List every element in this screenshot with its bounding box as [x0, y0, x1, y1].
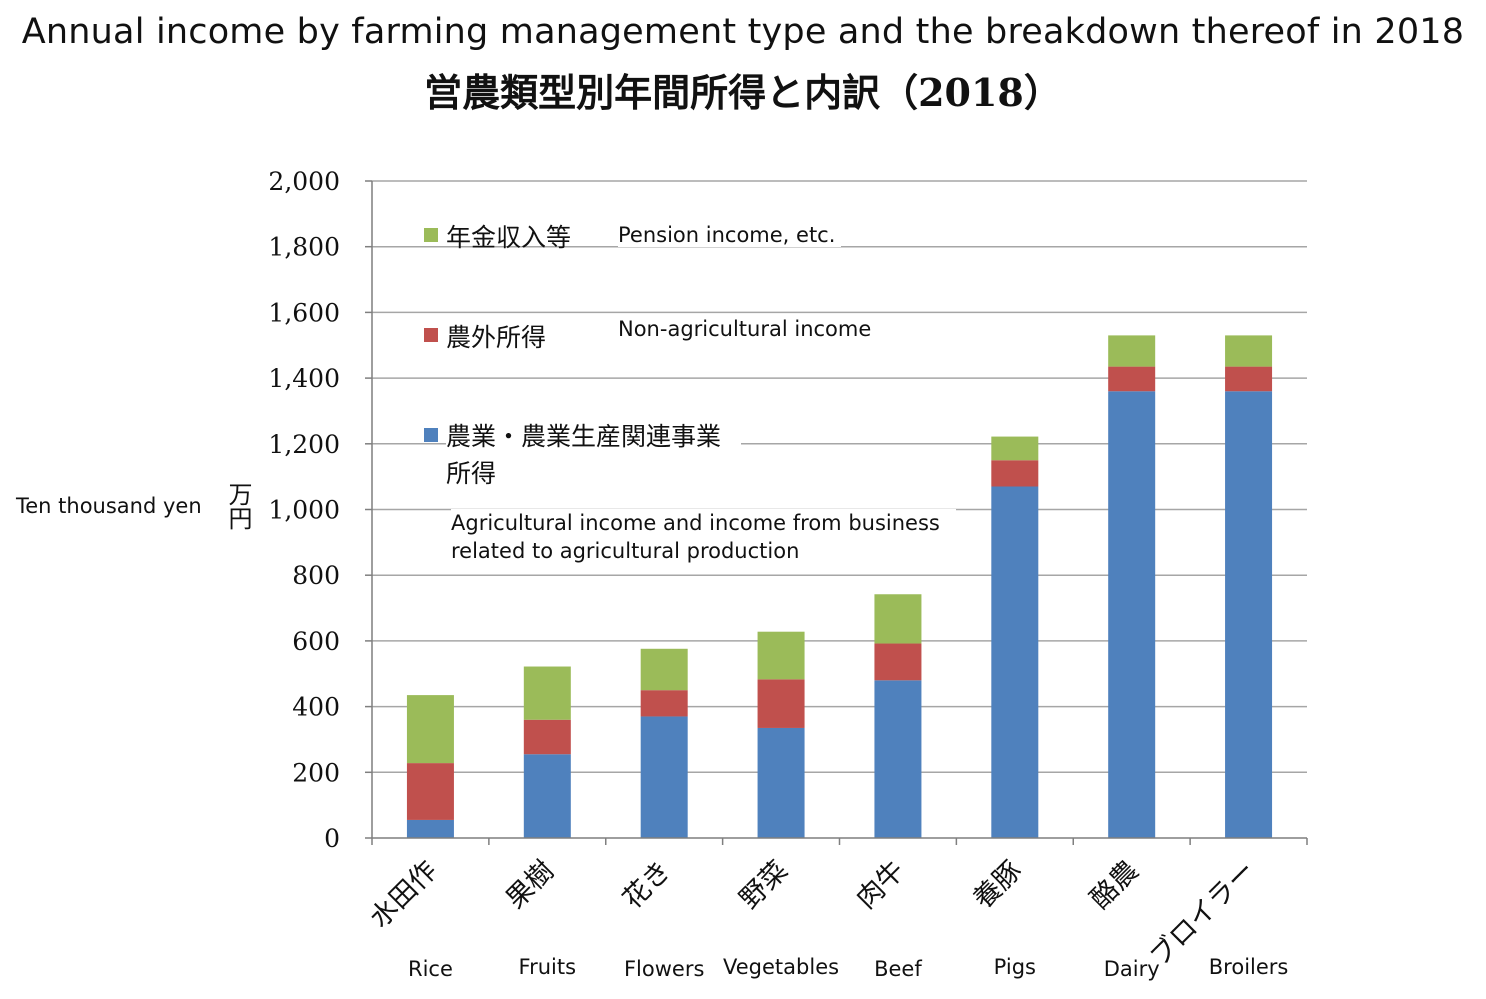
x-category-label: 野菜: [734, 855, 794, 915]
chart-title-japanese: 営農類型別年間所得と内訳（2018）: [424, 70, 1062, 115]
bar-non-agricultural: [757, 679, 805, 728]
x-category-label: 養豚: [968, 855, 1028, 915]
bar-agricultural: [640, 716, 688, 838]
y-tick-label: 1,800: [268, 233, 340, 262]
y-tick-label: 2,000: [268, 167, 340, 196]
x-category-label: 果樹: [500, 855, 560, 915]
bar-agricultural: [1108, 391, 1156, 838]
legend-label-agricultural: 農業・農業生産関連事業所得: [446, 418, 741, 492]
y-axis-label-english: Ten thousand yen: [16, 494, 202, 518]
bar-pension: [1108, 335, 1156, 367]
legend-swatch-non-agricultural: [424, 328, 438, 342]
legend-swatch-pension: [424, 228, 438, 242]
bars: [406, 335, 1273, 838]
bar-non-agricultural: [523, 719, 571, 755]
legend-label-pension: 年金収入等: [446, 223, 572, 252]
y-tick-label: 800: [292, 561, 340, 590]
bar-agricultural: [874, 680, 922, 838]
bar-pension: [1225, 335, 1273, 367]
y-tick-label: 1,600: [268, 298, 340, 327]
x-category-label-english: Dairy: [1103, 957, 1160, 981]
y-tick-label: 1,400: [268, 364, 340, 393]
y-axis-label-japanese: 万円: [224, 482, 252, 530]
bar-pension: [991, 436, 1039, 461]
bar-non-agricultural: [406, 763, 454, 820]
x-category-label-english: Fruits: [518, 955, 577, 979]
legend-label-agricultural-english: Agricultural income and income from busi…: [451, 509, 956, 565]
bar-agricultural: [406, 819, 454, 838]
bar-agricultural: [523, 754, 571, 838]
bar-non-agricultural: [1108, 366, 1156, 392]
bar-non-agricultural: [1225, 366, 1273, 392]
legend-label-non-agricultural: 農外所得: [446, 323, 547, 352]
x-category-label: 肉牛: [851, 855, 911, 915]
chart-title-english: Annual income by farming management type…: [21, 12, 1465, 52]
bar-pension: [523, 666, 571, 720]
x-category-label: 水田作: [364, 855, 443, 934]
x-category-label: 酪農: [1085, 855, 1145, 915]
x-category-label: 花き: [617, 855, 677, 915]
legend-label-pension-english: Pension income, etc.: [618, 223, 842, 247]
y-tick-label: 400: [292, 693, 340, 722]
bar-agricultural: [1225, 391, 1273, 838]
legend-label-non-agricultural-english: Non-agricultural income: [618, 317, 878, 341]
bar-agricultural: [991, 486, 1039, 838]
x-category-label-english: Broilers: [1208, 955, 1289, 979]
y-tick-label: 1,000: [268, 496, 340, 525]
x-category-label-english: Rice: [407, 957, 453, 981]
y-tick-label: 200: [292, 758, 340, 787]
bar-pension: [640, 648, 688, 691]
y-tick-labels: 0 200 400 600 800 1,000 1,200 1,400 1,600 1,800 2,…: [268, 167, 372, 853]
bar-pension: [406, 695, 454, 764]
bar-pension: [757, 631, 805, 680]
x-category-label-english: Pigs: [993, 955, 1036, 979]
bar-non-agricultural: [874, 643, 922, 681]
bar-non-agricultural: [640, 690, 688, 717]
legend-swatch-agricultural: [424, 428, 438, 442]
x-category-label-english: Flowers: [623, 957, 705, 981]
x-category-label-english: Beef: [874, 957, 922, 981]
y-tick-label: 1,200: [268, 430, 340, 459]
y-tick-label: 0: [324, 824, 340, 853]
bar-pension: [874, 594, 922, 644]
bar-agricultural: [757, 727, 805, 838]
bar-non-agricultural: [991, 460, 1039, 487]
x-category-label-english: Vegetables: [723, 955, 840, 979]
y-tick-label: 600: [292, 627, 340, 656]
